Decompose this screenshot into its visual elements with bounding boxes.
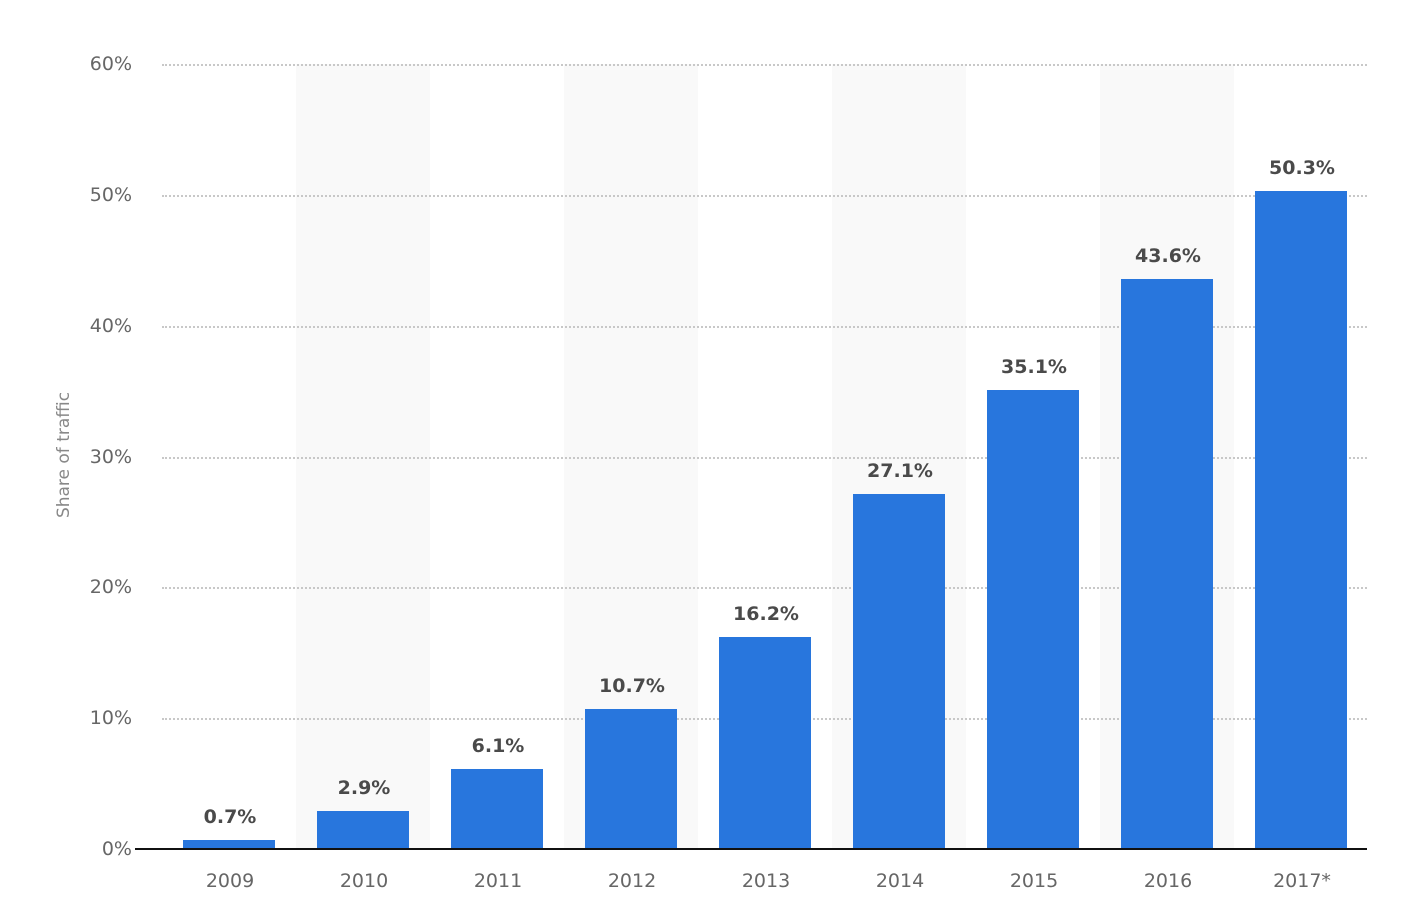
bar-2009[interactable]	[183, 839, 275, 849]
bar-2013[interactable]	[719, 637, 811, 849]
gridline	[162, 64, 1367, 66]
x-tick-label: 2014	[875, 870, 925, 892]
gridline	[162, 587, 1367, 589]
gridline	[162, 326, 1367, 328]
value-label: 6.1%	[471, 735, 525, 758]
value-label: 0.7%	[203, 805, 257, 828]
bar-2012[interactable]	[585, 709, 677, 849]
y-axis-label: Share of traffic	[54, 391, 74, 519]
y-tick-label: 50%	[89, 184, 132, 206]
x-tick-label: 2013	[741, 870, 791, 892]
bar-2010[interactable]	[317, 811, 409, 849]
bar-2014[interactable]	[853, 494, 945, 849]
x-tick-label: 2010	[339, 870, 389, 892]
value-label: 35.1%	[1001, 355, 1067, 378]
value-label: 2.9%	[337, 777, 391, 800]
bar-2015[interactable]	[987, 389, 1079, 849]
gridline	[162, 457, 1367, 459]
x-tick-label: 2015	[1009, 870, 1059, 892]
x-tick-label: 2012	[607, 870, 657, 892]
value-label: 10.7%	[599, 675, 665, 697]
bar-2011[interactable]	[451, 769, 543, 849]
bar-2017[interactable]	[1255, 190, 1347, 849]
y-tick-label: 60%	[89, 53, 132, 75]
value-label: 27.1%	[867, 460, 933, 483]
x-axis-line	[135, 848, 1367, 850]
x-tick-label: 2016	[1143, 870, 1193, 892]
x-tick-label: 2017*	[1273, 870, 1331, 892]
y-tick-label: 10%	[89, 707, 132, 729]
y-tick-label: 40%	[89, 315, 132, 337]
y-tick-label: 30%	[89, 446, 132, 468]
x-tick-label: 2009	[205, 870, 255, 892]
value-label: 43.6%	[1135, 244, 1201, 267]
value-label: 16.2%	[733, 603, 799, 626]
y-tick-label: 0%	[101, 838, 132, 860]
value-label: 50.3%	[1269, 156, 1335, 179]
gridline	[162, 195, 1367, 197]
bar-2016[interactable]	[1121, 278, 1213, 849]
y-tick-label: 20%	[89, 576, 132, 598]
x-tick-label: 2011	[473, 870, 523, 892]
